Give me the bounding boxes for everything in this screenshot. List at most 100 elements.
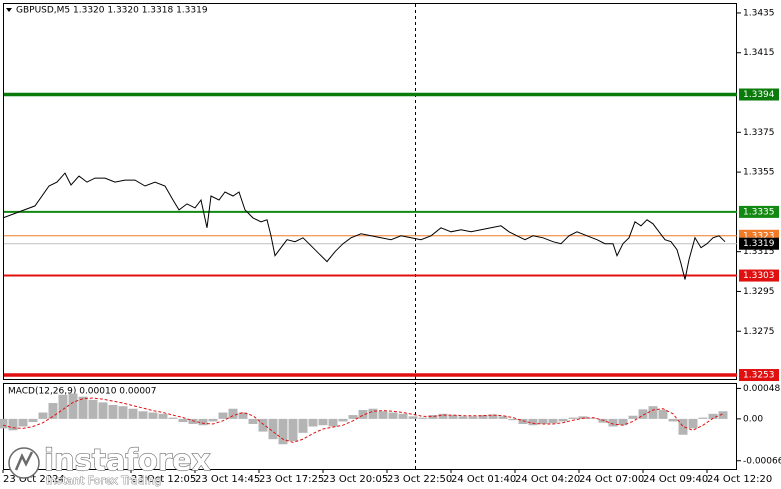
macd-bar [628,415,638,419]
macd-bar [568,417,578,419]
level-label: 1.3394 [743,90,775,100]
macd-bar [658,410,668,419]
level-tag [739,205,779,218]
macd-bar [548,418,558,424]
macd-bar [308,418,318,427]
level-label: 1.3323 [743,231,775,241]
macd-bar [408,416,418,419]
x-tick-label: 24 Oct 04:20 [515,474,580,485]
macd-bar [448,415,458,419]
macd-bar [298,418,308,433]
macd-bar [338,418,348,422]
signal-line [2,397,724,443]
level-tag [739,88,779,101]
y-tick-label: 0.00 [743,414,763,424]
macd-bar [238,412,248,419]
level-label: 1.3335 [743,207,775,217]
x-tick-label: 24 Oct 01:40 [451,474,516,485]
y-tick-label: 1.3355 [743,168,775,178]
macd-bar [598,418,608,423]
macd-bar [528,418,538,426]
macd-bar [358,410,368,419]
level-label: 1.3303 [743,271,775,281]
macd-bar [8,418,18,431]
symbol-marker [6,8,12,12]
macd-bar [168,417,178,419]
last-price-tag [739,237,779,250]
macd-bar [278,418,288,445]
macd-bar [188,418,198,424]
x-tick-label: 23 Oct 22:50 [387,474,452,485]
macd-bar [498,416,508,419]
macd-bar [118,406,128,419]
macd-bar [88,399,98,419]
macd-bar [418,417,428,419]
x-tick-label: 23 Oct 20:05 [323,474,388,485]
tagline: Instant Forex Trading [46,474,162,487]
macd-bar [268,418,278,440]
macd-bar [708,413,718,419]
macd-bar [48,403,58,419]
macd-bar [288,418,298,442]
macd-bar [138,411,148,419]
price-panel [3,3,737,380]
macd-bar [148,412,158,419]
macd-bar [108,404,118,419]
macd-bar [348,415,358,419]
chart-title: GBPUSD,M5 1.3320 1.3320 1.3318 1.3319 [16,6,208,16]
macd-bar [38,412,48,419]
macd-bar [328,418,338,427]
y-tick-label: -0.00066 [743,456,781,466]
level-tag [739,369,779,382]
y-tick-label: 1.3375 [743,128,775,138]
macd-bar [218,412,228,419]
macd-bar [318,418,328,426]
macd-bar [648,406,658,419]
macd-bar [158,413,168,419]
last-price-label: 1.3319 [743,239,775,249]
macd-bar [388,412,398,419]
y-tick-label: 0.00048 [743,384,780,394]
logo-glyph [14,451,34,471]
macd-bar [78,396,88,419]
macd-bar [398,413,408,419]
y-tick-label: 1.3435 [743,8,775,18]
x-tick-label: 23 Oct 14:45 [195,474,260,485]
y-tick-label: 1.3415 [743,48,775,58]
macd-title: MACD(12,26,9) 0.00010 0.00007 [8,387,157,397]
level-tag [739,269,779,282]
logo-icon [8,447,40,479]
macd-bar [578,416,588,419]
y-tick-label: 1.3315 [743,247,775,257]
macd-bar [608,418,618,427]
macd-bar [698,417,708,419]
macd-bar [518,418,528,424]
macd-bar [668,418,678,422]
macd-bar [368,408,378,419]
macd-bar [18,418,28,427]
macd-bar [438,413,448,419]
macd-bar [128,408,138,419]
y-tick-label: 1.3295 [743,287,775,297]
macd-bar [258,418,268,432]
x-tick-label: 24 Oct 09:40 [643,474,708,485]
macd-bar [458,416,468,419]
macd-bar [428,415,438,419]
macd-bar [538,418,548,424]
watermark: instaforex Instant Forex Trading [8,442,211,487]
macd-bar [468,416,478,419]
macd-bar [58,394,68,419]
macd-bar [0,418,8,429]
macd-bar [228,408,238,419]
macd-bar [618,418,628,426]
brand: instaforex [44,443,211,477]
macd-bar [198,418,208,426]
macd-bar [678,418,688,435]
y-tick-label: 1.3275 [743,327,775,337]
macd-bar [718,411,728,419]
x-tick-label: 23 Oct 2024 [3,474,65,485]
x-tick-label: 24 Oct 07:00 [579,474,644,485]
x-tick-label: 23 Oct 17:25 [259,474,324,485]
macd-bar [28,418,38,423]
